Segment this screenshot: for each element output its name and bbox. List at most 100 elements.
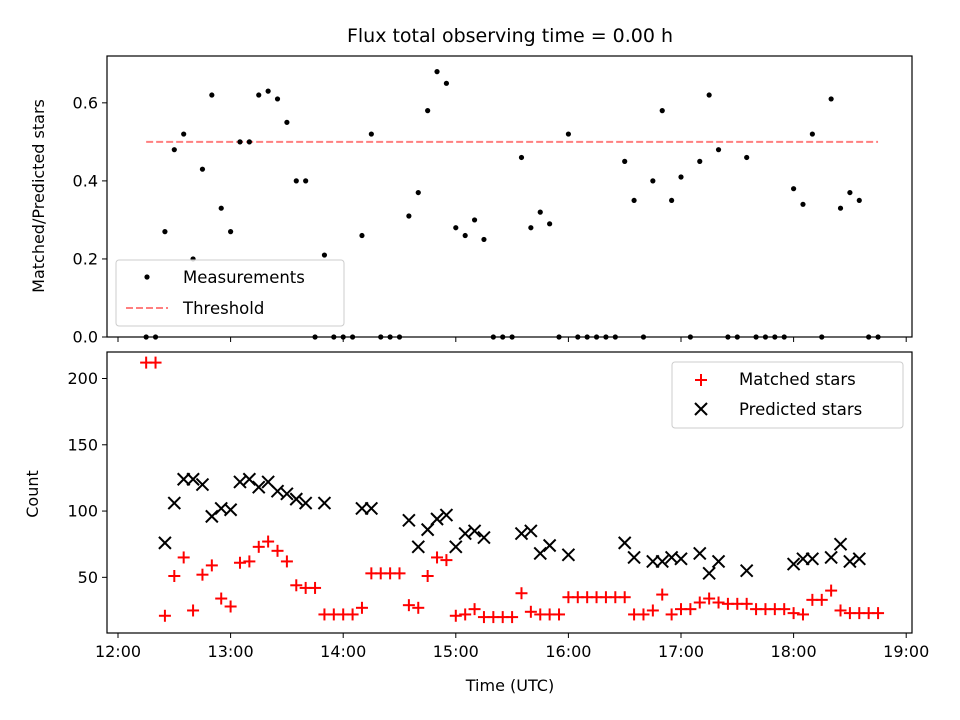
- measurement-point: [209, 92, 215, 98]
- bottom-y-tick-label: 50: [78, 568, 98, 587]
- measurement-point: [303, 178, 309, 184]
- matched-star-point: [703, 592, 716, 605]
- predicted-star-point: [617, 536, 632, 550]
- predicted-star-point: [467, 524, 482, 538]
- measurement-point: [321, 252, 328, 258]
- predicted-star-point: [674, 552, 688, 566]
- predicted-star-point: [833, 537, 848, 551]
- matched-star-point: [252, 540, 265, 553]
- measurement-point: [237, 139, 243, 145]
- measurement-point: [453, 225, 459, 231]
- predicted-star-point: [195, 477, 210, 492]
- matched-star-point: [421, 570, 434, 583]
- predicted-star-point: [458, 526, 472, 541]
- measurement-point: [856, 197, 862, 204]
- measurement-point: [809, 131, 815, 137]
- matched-star-point: [778, 603, 791, 616]
- measurement-point: [706, 92, 712, 98]
- matched-star-point: [468, 603, 481, 616]
- top-plot-area: [143, 69, 881, 340]
- measurement-point: [359, 232, 365, 239]
- measurement-point: [425, 108, 431, 114]
- matched-star-point: [618, 591, 631, 604]
- bottom-x-tick-label: 18:00: [771, 642, 817, 661]
- matched-star-point: [243, 555, 256, 568]
- matched-star-point: [459, 608, 472, 621]
- legend-matched-marker: [695, 374, 707, 386]
- x-axis-label: Time (UTC): [465, 676, 554, 695]
- matched-star-point: [684, 603, 697, 616]
- matched-star-point: [158, 609, 171, 622]
- measurement-point: [256, 92, 262, 98]
- matched-star-point: [834, 604, 847, 617]
- legend-predicted-marker: [694, 402, 708, 416]
- matched-star-point: [796, 608, 809, 621]
- measurement-point: [368, 131, 374, 137]
- predicted-star-point: [786, 557, 801, 571]
- measurement-point: [265, 88, 271, 94]
- measurement-point: [471, 217, 478, 223]
- matched-star-point: [309, 581, 322, 594]
- measurement-point: [434, 69, 440, 75]
- matched-star-point: [825, 584, 838, 597]
- matched-star-point: [449, 609, 462, 622]
- bottom-x-tick-label: 14:00: [320, 642, 366, 661]
- predicted-star-point: [402, 513, 416, 528]
- bottom-y-tick-label: 150: [67, 435, 98, 454]
- matched-star-point: [693, 596, 706, 609]
- legend-measurements-label: Measurements: [183, 268, 305, 287]
- matched-star-point: [740, 597, 753, 610]
- matched-star-point: [656, 588, 669, 601]
- predicted-star-point: [280, 487, 294, 501]
- matched-star-point: [712, 596, 725, 609]
- top-legend: Measurements Threshold: [115, 259, 345, 327]
- measurement-point: [828, 96, 834, 102]
- matched-star-point: [346, 608, 359, 621]
- measurement-point: [791, 186, 797, 192]
- measurement-point: [622, 158, 628, 164]
- top-axes-frame: [106, 55, 913, 338]
- top-y-tick-label: 0.4: [73, 171, 98, 190]
- matched-star-point: [205, 559, 218, 572]
- measurement-point: [800, 201, 806, 207]
- measurement-point: [462, 232, 468, 239]
- predicted-star-point: [693, 546, 707, 561]
- predicted-star-point: [805, 552, 820, 566]
- top-panel: Flux total observing time = 0.00 h 0.00.…: [29, 25, 913, 347]
- predicted-star-point: [270, 484, 285, 498]
- bottom-x-tick-label: 13:00: [208, 642, 254, 661]
- matched-star-point: [787, 607, 800, 620]
- matched-star-point: [637, 608, 650, 621]
- predicted-star-point: [289, 492, 303, 506]
- matched-star-point: [355, 601, 368, 614]
- top-y-axis-label: Matched/Predicted stars: [29, 99, 48, 293]
- measurement-point: [181, 131, 187, 137]
- bottom-y-axis-label: Count: [23, 470, 42, 518]
- measurement-point: [678, 174, 684, 180]
- measurement-point: [481, 236, 487, 243]
- predicted-star-point: [655, 554, 669, 569]
- top-y-tick-label: 0.6: [73, 93, 98, 112]
- matched-star-point: [412, 601, 425, 614]
- measurement-point: [697, 158, 703, 164]
- measurement-point: [293, 178, 299, 184]
- predicted-star-point: [205, 509, 219, 524]
- predicted-star-point: [364, 501, 379, 516]
- measurement-point: [228, 229, 234, 235]
- predicted-star-point: [317, 496, 332, 510]
- bottom-panel: 50 100 150 200 12:00 13:00 14:00 15:00 16:00 17:0…: [23, 351, 929, 695]
- measurement-point: [837, 205, 844, 211]
- predicted-star-point: [449, 540, 463, 554]
- matched-star-point: [553, 608, 566, 621]
- top-axis-ticks: 0.0 0.2 0.4 0.6: [73, 93, 907, 347]
- measurement-point: [650, 178, 656, 184]
- measurement-point: [406, 213, 412, 219]
- matched-star-point: [872, 607, 885, 620]
- measurement-point: [518, 154, 525, 161]
- predicted-star-point: [439, 508, 454, 522]
- matched-star-point: [524, 605, 537, 618]
- matched-star-point: [177, 551, 190, 564]
- predicted-star-point: [533, 546, 547, 561]
- bottom-x-tick-label: 17:00: [658, 642, 704, 661]
